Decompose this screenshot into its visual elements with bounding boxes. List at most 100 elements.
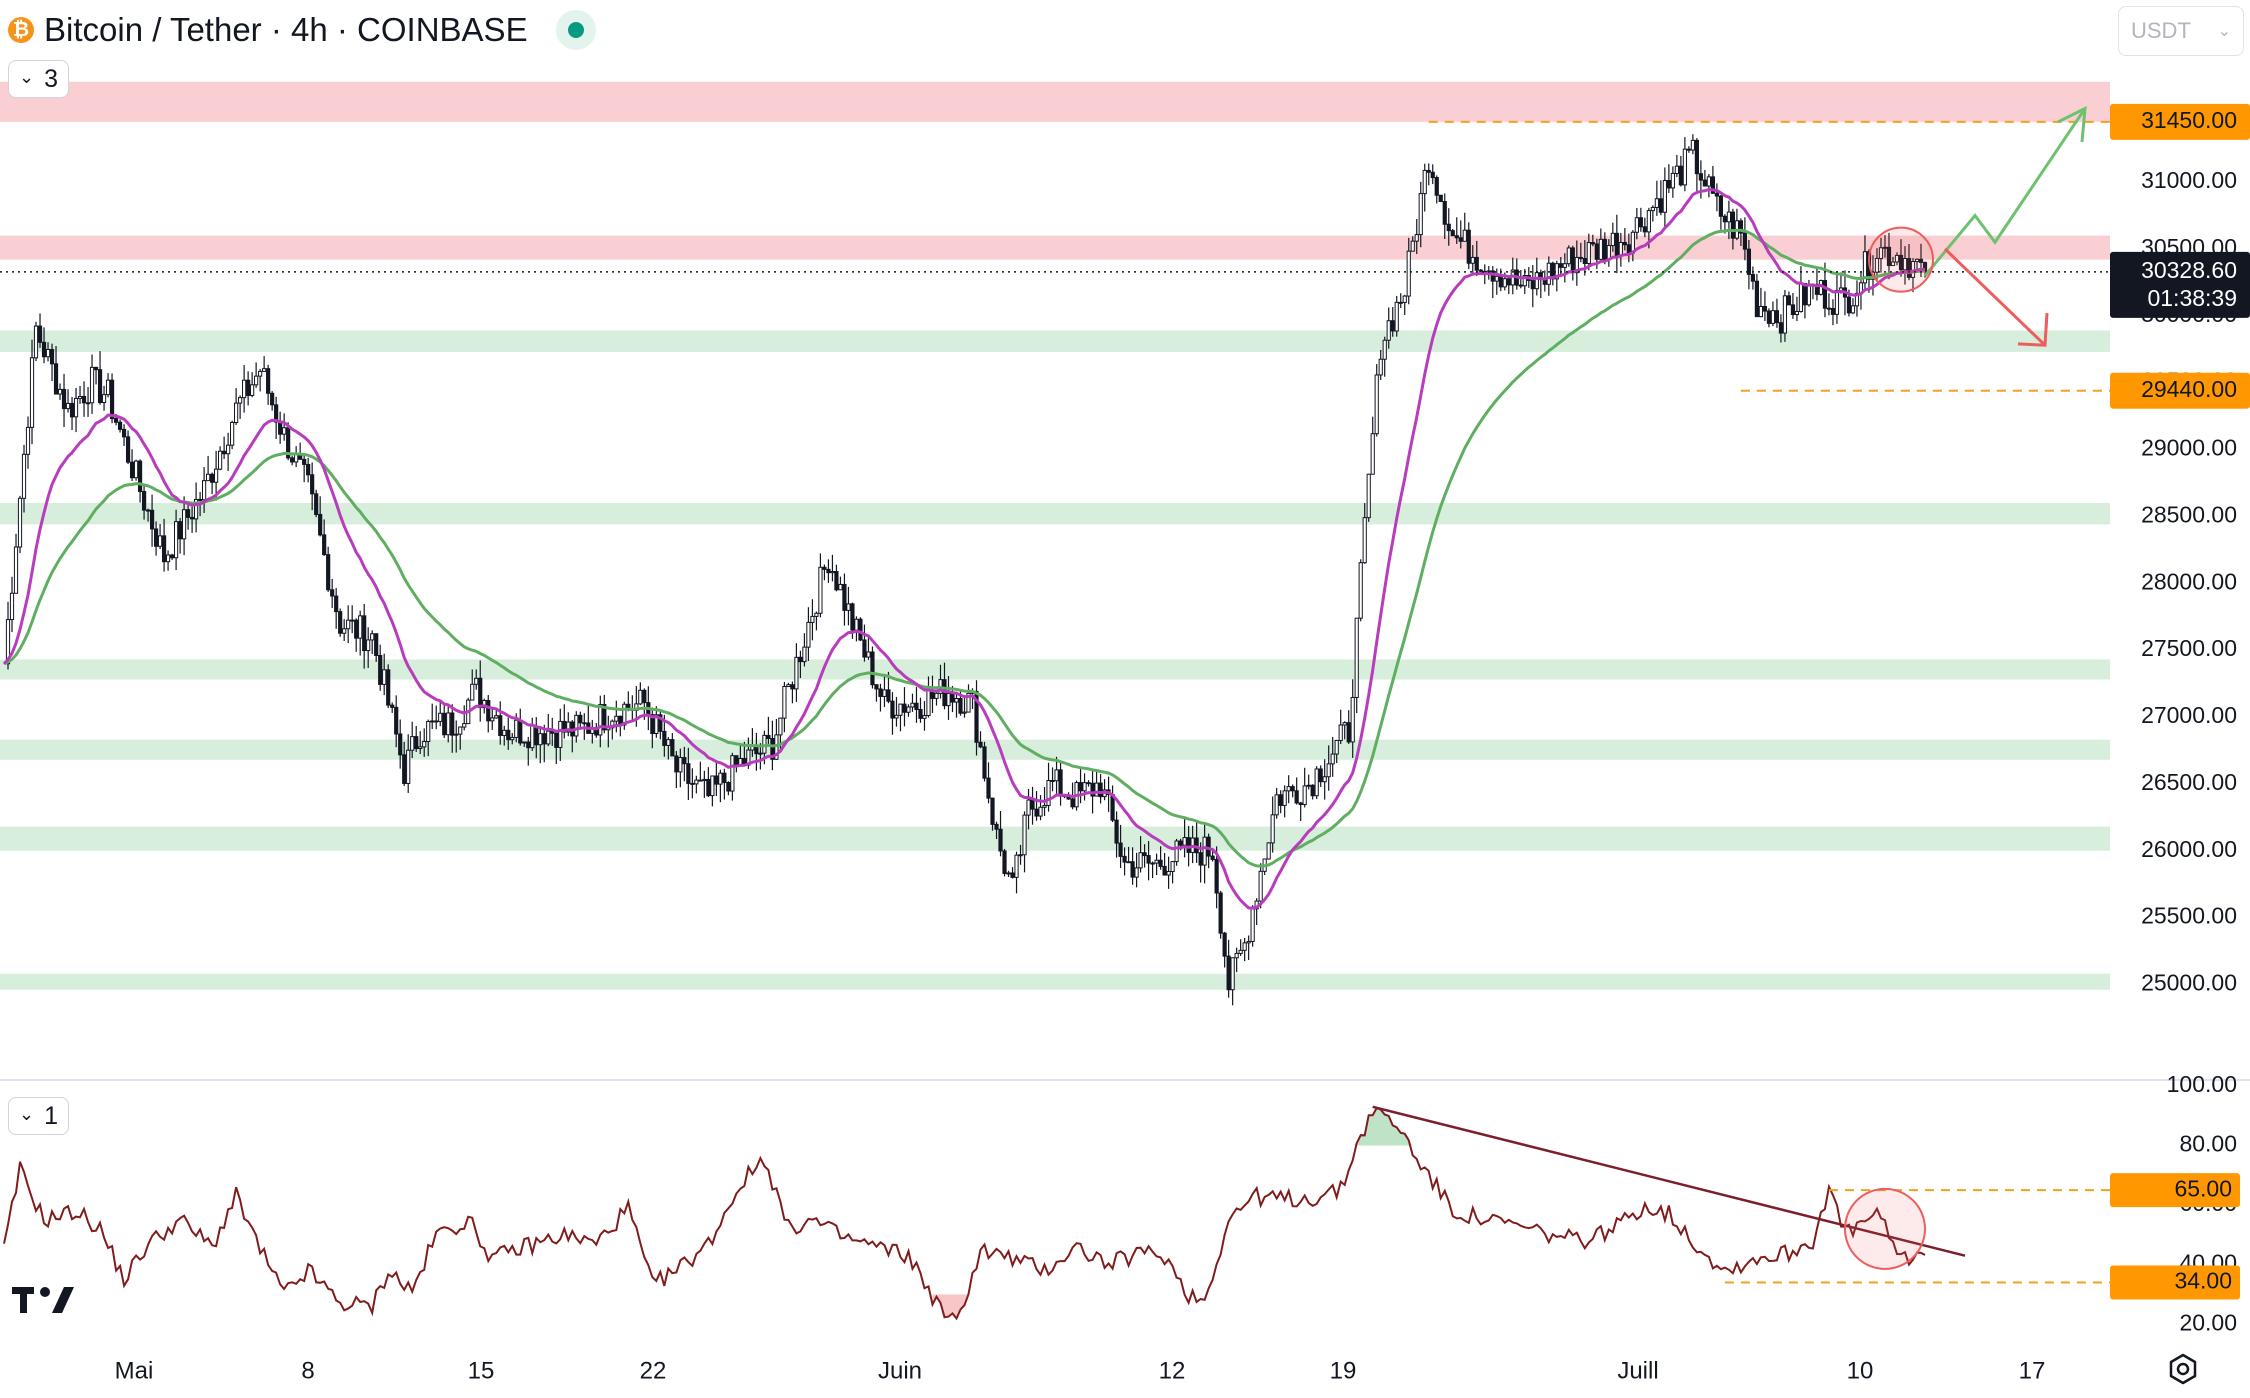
candle-body <box>1330 753 1335 765</box>
candle-body <box>153 528 159 547</box>
candle-body <box>346 619 351 630</box>
candle-body <box>1546 262 1551 285</box>
candle-body <box>1378 358 1383 376</box>
candle-body <box>1890 261 1896 267</box>
candle-body <box>1878 247 1884 259</box>
candle-body <box>1710 176 1715 194</box>
candle-body <box>270 392 275 406</box>
candle-body <box>1590 242 1595 245</box>
time-axis-tick: 15 <box>468 1357 495 1384</box>
candle-body <box>1230 957 1235 991</box>
candle-body <box>878 688 883 697</box>
candle-body <box>1314 768 1319 797</box>
candle-body <box>1370 433 1375 475</box>
candle-body <box>1722 215 1727 223</box>
candle-body <box>1134 867 1139 878</box>
candle-body <box>1202 836 1207 866</box>
candle-body <box>250 384 255 396</box>
candle-body <box>1246 940 1251 944</box>
market-open-status-icon <box>555 10 596 50</box>
candle-body <box>73 397 79 418</box>
candle-body <box>510 736 515 741</box>
candle-body <box>242 379 247 399</box>
candle-body <box>1562 263 1567 268</box>
candle-body <box>1450 230 1455 237</box>
candle-body <box>1130 861 1135 878</box>
candle-body <box>17 497 23 548</box>
candle-body <box>310 474 315 495</box>
candle-body <box>230 421 235 446</box>
candle-body <box>538 733 543 746</box>
candle-body <box>754 745 759 755</box>
candle-body <box>1426 169 1431 173</box>
candle-body <box>394 706 399 735</box>
candle-body <box>1338 724 1343 741</box>
candle-body <box>642 689 647 704</box>
candle-body <box>918 708 923 719</box>
chevron-down-icon: ⌄ <box>19 1103 35 1124</box>
candle-body <box>678 757 683 773</box>
candle-body <box>1518 284 1523 287</box>
candle-body <box>1430 171 1435 179</box>
candle-body <box>798 656 803 663</box>
candle-body <box>1022 814 1027 856</box>
candle-body <box>838 583 843 591</box>
candle-body <box>1738 220 1744 234</box>
candle-body <box>1086 782 1091 785</box>
candle-body <box>766 734 771 739</box>
candle-body <box>530 725 535 749</box>
candle-body <box>1050 779 1055 782</box>
support-zone <box>0 826 2110 851</box>
candle-body <box>922 715 927 719</box>
candle-body <box>1874 257 1880 273</box>
candle-body <box>1078 782 1083 792</box>
candle-body <box>1770 310 1776 324</box>
candle-body <box>1658 198 1663 213</box>
candle-body <box>374 633 379 656</box>
candle-body <box>1146 855 1151 864</box>
candle-body <box>1634 217 1639 233</box>
currency-select[interactable]: USDT ⌄ <box>2118 6 2244 56</box>
candle-body <box>1762 305 1768 312</box>
candle-body <box>546 730 551 745</box>
candle-body <box>686 763 691 784</box>
candle-body <box>1042 804 1047 808</box>
candle-body <box>1238 949 1243 954</box>
candle-body <box>726 782 731 792</box>
candle-body <box>1886 246 1892 267</box>
candle-body <box>1902 258 1908 271</box>
candle-body <box>1018 854 1023 857</box>
candle-body <box>1730 211 1736 239</box>
candle-body <box>133 460 139 479</box>
candle-body <box>1706 176 1711 187</box>
candle-body <box>1774 310 1780 324</box>
candle-body <box>1714 192 1719 197</box>
price-highlight-circle <box>1867 226 1934 293</box>
main-indicators-toggle[interactable]: ⌄ 3 <box>8 60 69 98</box>
candle-body <box>1602 238 1607 260</box>
rsi-oversold-fill <box>932 1294 981 1319</box>
candle-body <box>226 444 231 455</box>
tradingview-logo-icon[interactable] <box>12 1283 78 1317</box>
candle-body <box>1286 786 1291 792</box>
symbol-title[interactable]: Bitcoin / Tether · 4h · COINBASE <box>44 11 528 48</box>
candle-body <box>1690 139 1695 151</box>
candle-body <box>89 366 95 404</box>
candle-body <box>1242 942 1247 951</box>
candle-body <box>161 535 167 563</box>
candle-body <box>478 677 483 709</box>
candle-body <box>962 711 967 714</box>
candle-body <box>1374 374 1379 435</box>
candle-body <box>518 719 523 744</box>
candle-body <box>258 370 263 377</box>
candle-body <box>342 628 347 634</box>
candle-body <box>1754 280 1760 318</box>
candle-body <box>1502 278 1507 288</box>
candle-body <box>1894 254 1900 263</box>
candle-body <box>1306 784 1311 787</box>
candle-body <box>1142 852 1147 857</box>
rsi-indicators-toggle[interactable]: ⌄ 1 <box>8 1097 69 1135</box>
price-axis-tick: 28500.00 <box>2141 501 2237 527</box>
settings-gear-icon[interactable] <box>2166 1352 2200 1386</box>
